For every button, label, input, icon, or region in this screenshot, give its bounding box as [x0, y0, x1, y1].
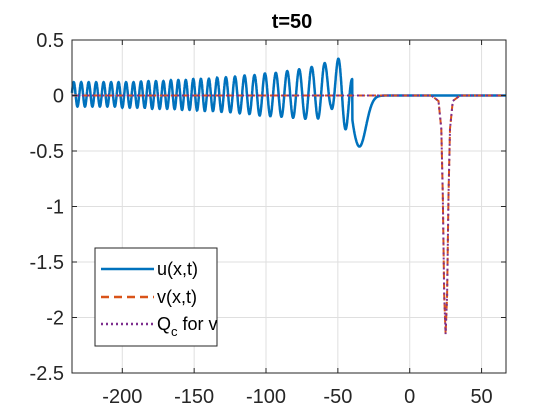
legend-label-qc-sub: c	[171, 324, 178, 339]
legend: u(x,t) v(x,t) Qc for v	[94, 247, 218, 347]
y-tick-label: -1	[46, 197, 64, 219]
y-tick-label: -1.5	[30, 252, 64, 274]
series-u-line	[70, 57, 506, 148]
x-tick-label: 50	[470, 386, 492, 408]
series-v-line	[72, 94, 506, 335]
y-tick-label: -2	[46, 308, 64, 330]
chart-title: t=50	[272, 11, 313, 33]
series-qc-line	[72, 94, 506, 335]
x-tick-label: 0	[404, 386, 415, 408]
x-tick-label: -100	[246, 386, 286, 408]
legend-label-u: u(x,t)	[157, 259, 198, 279]
plot-area	[70, 57, 506, 335]
x-tick-label: -50	[323, 386, 352, 408]
axes: -200 -150 -100 -50 0 50 -2.5 -2 -1.5 -1 -0.5 0 0.5	[30, 30, 507, 408]
legend-label-qc-rest: for v	[178, 314, 218, 334]
legend-label-qc-main: Q	[157, 314, 171, 334]
y-tick-label: -2.5	[30, 363, 64, 385]
x-tick-label: -150	[174, 386, 214, 408]
legend-label-v: v(x,t)	[157, 287, 197, 307]
y-tick-label: 0	[53, 86, 64, 108]
legend-label-qc: Qc for v	[157, 314, 218, 339]
y-tick-label: 0.5	[36, 30, 64, 52]
x-tick-label: -200	[102, 386, 142, 408]
y-tick-label: -0.5	[30, 141, 64, 163]
